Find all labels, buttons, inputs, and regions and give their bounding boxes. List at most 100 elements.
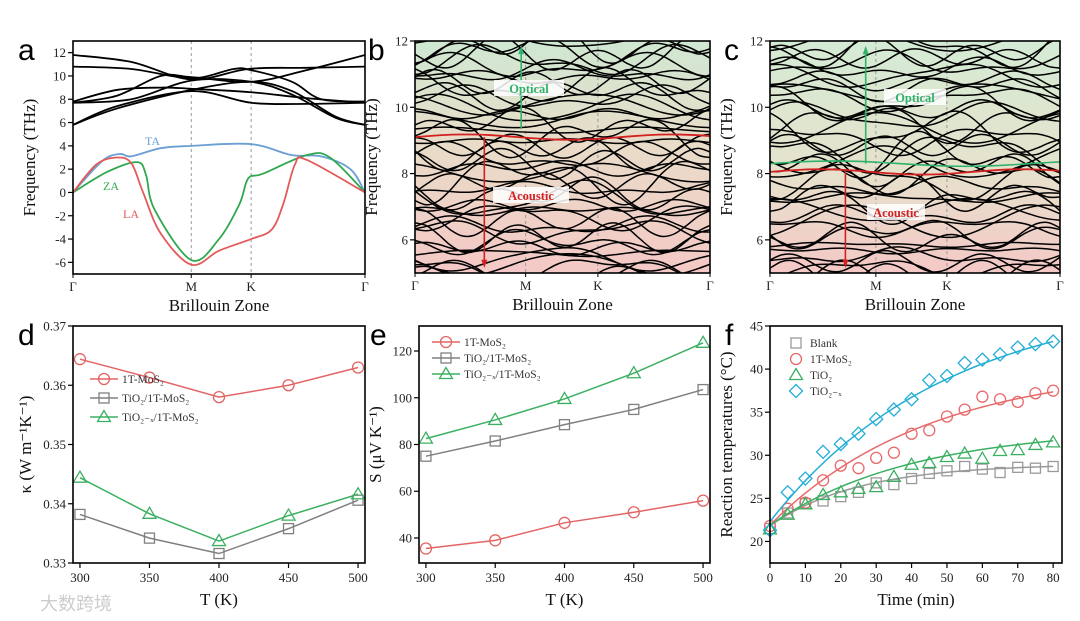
watermark: 大数跨境 [40, 594, 112, 615]
data-point [886, 402, 902, 418]
phonon-band [770, 249, 1060, 273]
data-point [870, 477, 882, 489]
data-point [1029, 462, 1042, 474]
x-tick-label: 450 [279, 570, 299, 585]
panel-e: 1T-MoS₂ TiO₂/1T-MoS₂ TiO₂₋ₓ/1T-MoS₂ 40 60 80 1… [366, 319, 713, 609]
series-line [79, 499, 359, 555]
data-point [852, 486, 865, 498]
legend-label: TiO₂₋ₓ [810, 386, 842, 398]
x-tick-label: 350 [485, 570, 505, 585]
legend-marker [440, 352, 452, 364]
acoustic-branch-za [72, 152, 366, 262]
legend-marker [788, 367, 804, 381]
data-point [282, 379, 295, 392]
panel-label: a [18, 34, 35, 67]
phonon-band [770, 175, 1060, 195]
y-tick-label: 0.36 [43, 378, 66, 393]
x-tick-label: K [942, 278, 952, 293]
x-tick-label: 50 [940, 570, 953, 585]
acoustic-label: Acoustic [508, 189, 554, 203]
phonon-band [770, 41, 1055, 67]
optical-label: Optical [895, 91, 935, 105]
x-tick-label: 450 [624, 570, 644, 585]
x-axis-label: T (K) [200, 590, 238, 609]
data-point [834, 459, 847, 472]
phonon-band [770, 220, 1060, 239]
panel-label: c [724, 34, 739, 67]
data-point [888, 478, 900, 491]
data-point [992, 347, 1008, 362]
phonon-band [770, 221, 1060, 253]
optical-branch [72, 54, 366, 81]
x-tick-label: Γ [1056, 278, 1064, 293]
x-tick-label: 400 [209, 570, 229, 585]
panel-c: Optical Acoustic 6 8 10 12 Γ M K Γ Brillouin Zone F… [717, 34, 1064, 315]
data-point [74, 508, 86, 521]
data-point [797, 471, 813, 486]
optical-arrowhead [862, 45, 869, 55]
acoustic-branch-la [72, 156, 366, 266]
data-point [352, 494, 364, 506]
y-tick-label: 45 [750, 319, 763, 334]
phonon-band [770, 41, 1051, 69]
x-tick-label: Γ [706, 278, 714, 293]
acoustic-branch-ta [72, 142, 366, 194]
data-point [558, 516, 571, 529]
optical-arrowhead [518, 45, 525, 55]
data-point [816, 474, 830, 487]
phonon-band [770, 48, 1060, 69]
data-point [489, 435, 501, 447]
legend-marker [97, 372, 111, 386]
phonon-band [415, 179, 710, 215]
phonon-band [415, 51, 710, 78]
y-tick-label: 0.35 [43, 437, 66, 452]
x-tick-label: K [246, 279, 256, 294]
phonon-band [770, 247, 1060, 255]
data-point [957, 445, 973, 459]
phonon-band [770, 192, 1060, 204]
phonon-band [415, 147, 710, 180]
y-tick-label: 4 [60, 138, 67, 153]
legend-marker [98, 392, 110, 404]
data-point [1027, 437, 1044, 451]
legend-marker [790, 337, 802, 349]
data-point [797, 496, 814, 510]
fit-curve [769, 465, 1054, 527]
data-point [868, 411, 884, 427]
phonon-band [415, 133, 710, 159]
phonon-band [415, 162, 710, 183]
series-1 [763, 384, 1060, 533]
series-1 [420, 383, 709, 462]
y-tick-label: 40 [399, 530, 412, 545]
data-point [556, 391, 573, 405]
phonon-band [415, 140, 710, 167]
acoustic-optical-divider [415, 133, 710, 141]
y-tick-label: 60 [399, 484, 412, 499]
legend: 1T-MoS₂ TiO₂/1T-MoS₂ TiO₂₋ₓ/1T-MoS₂ [90, 372, 199, 424]
phonon-band [415, 118, 710, 159]
data-point [939, 368, 955, 384]
phonon-band [770, 41, 1005, 52]
phonon-band [770, 128, 1060, 157]
legend: Blank 1T-MoS₂ TiO₂ TiO₂₋ₓ [788, 337, 852, 399]
y-tick-label: 6 [402, 232, 409, 247]
data-point [815, 487, 831, 501]
data-point [1045, 334, 1061, 349]
x-tick-label: 30 [870, 570, 883, 585]
phonon-band [770, 85, 1060, 122]
data-point [695, 335, 711, 348]
data-point [921, 372, 937, 388]
y-tick-label: 12 [53, 45, 66, 60]
data-point [957, 355, 973, 371]
series-3 [762, 334, 1061, 538]
phonon-band [770, 204, 1060, 239]
series-2 [762, 434, 1061, 535]
data-point [1012, 461, 1024, 473]
y-tick-label: 6 [60, 115, 67, 130]
data-point [903, 456, 920, 470]
panel-b: Optical Acoustic 6 8 10 12 Γ M K Γ Brillouin Zone F… [362, 34, 714, 315]
data-point [817, 495, 829, 507]
legend-marker [96, 409, 112, 423]
y-tick-label: 12 [750, 34, 763, 49]
phonon-band [415, 58, 710, 81]
